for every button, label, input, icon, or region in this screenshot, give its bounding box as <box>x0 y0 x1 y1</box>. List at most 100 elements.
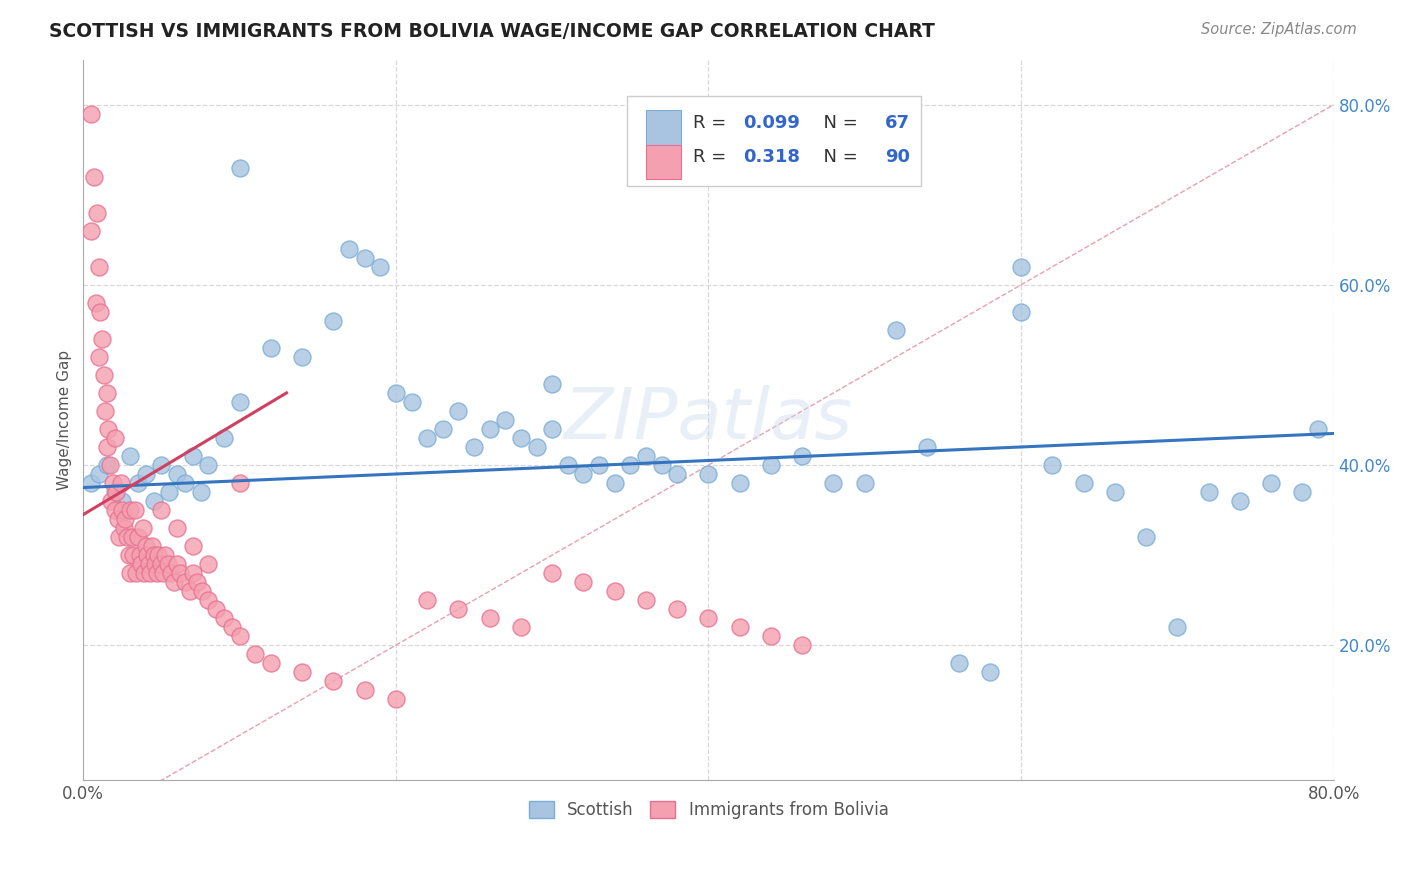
Point <box>186 575 208 590</box>
Point <box>478 422 501 436</box>
Point <box>291 350 314 364</box>
Point <box>792 449 814 463</box>
Point <box>80 224 103 238</box>
Point <box>145 566 167 580</box>
Point <box>97 422 120 436</box>
FancyBboxPatch shape <box>627 95 921 186</box>
Bar <box>645 110 681 145</box>
Point <box>166 557 188 571</box>
Point <box>432 422 454 436</box>
Point <box>447 404 470 418</box>
Point <box>353 683 375 698</box>
Text: R =: R = <box>693 113 733 132</box>
Point <box>322 314 344 328</box>
Point <box>120 503 142 517</box>
Point <box>94 404 117 418</box>
Point <box>143 557 166 571</box>
Point <box>169 566 191 580</box>
Point <box>541 422 564 436</box>
Point <box>541 376 564 391</box>
Point <box>245 647 267 661</box>
Point <box>509 620 531 634</box>
Point <box>541 566 564 580</box>
Point <box>103 485 125 500</box>
Point <box>447 602 470 616</box>
Point <box>416 431 439 445</box>
Point <box>80 106 103 120</box>
Point <box>127 475 149 490</box>
Point <box>634 593 657 607</box>
Point <box>181 449 204 463</box>
Point <box>603 584 626 599</box>
Point <box>128 548 150 562</box>
Point <box>197 593 219 607</box>
Point <box>212 431 235 445</box>
Point <box>142 494 165 508</box>
Point <box>697 611 720 625</box>
Point <box>87 350 110 364</box>
Point <box>80 475 103 490</box>
Point <box>228 475 250 490</box>
Point <box>84 296 107 310</box>
Point <box>117 548 139 562</box>
Point <box>260 656 283 670</box>
Point <box>148 548 170 562</box>
Text: R =: R = <box>693 148 738 166</box>
Point <box>1010 305 1032 319</box>
Text: N =: N = <box>813 148 863 166</box>
Point <box>129 557 152 571</box>
Point <box>111 503 134 517</box>
Bar <box>645 145 681 179</box>
Y-axis label: Wage/Income Gap: Wage/Income Gap <box>58 350 72 490</box>
Point <box>884 323 907 337</box>
Legend: Scottish, Immigrants from Bolivia: Scottish, Immigrants from Bolivia <box>522 795 896 826</box>
Point <box>1073 475 1095 490</box>
Point <box>463 440 485 454</box>
Point <box>197 458 219 472</box>
Point <box>131 521 153 535</box>
Point <box>197 557 219 571</box>
Point <box>416 593 439 607</box>
Point <box>228 161 250 175</box>
Point <box>181 566 204 580</box>
Point <box>110 475 132 490</box>
Text: SCOTTISH VS IMMIGRANTS FROM BOLIVIA WAGE/INCOME GAP CORRELATION CHART: SCOTTISH VS IMMIGRANTS FROM BOLIVIA WAGE… <box>49 22 935 41</box>
Point <box>86 206 108 220</box>
Point <box>228 395 250 409</box>
Point <box>134 566 156 580</box>
Point <box>111 494 134 508</box>
Point <box>89 305 111 319</box>
Point <box>96 458 118 472</box>
Point <box>385 385 408 400</box>
Point <box>139 566 162 580</box>
Point <box>103 431 125 445</box>
Point <box>122 548 145 562</box>
Point <box>112 521 135 535</box>
Point <box>157 485 180 500</box>
Point <box>98 458 121 472</box>
Point <box>135 467 157 481</box>
Point <box>205 602 228 616</box>
Point <box>141 539 163 553</box>
Point <box>260 341 283 355</box>
Point <box>572 575 595 590</box>
Point <box>83 169 105 184</box>
Point <box>173 575 195 590</box>
Point <box>1306 422 1329 436</box>
Point <box>120 566 142 580</box>
Point <box>114 512 136 526</box>
Text: N =: N = <box>813 113 863 132</box>
Point <box>108 530 131 544</box>
Point <box>588 458 610 472</box>
Point <box>93 368 115 382</box>
Point <box>759 629 782 643</box>
Text: 0.099: 0.099 <box>744 113 800 132</box>
Point <box>87 260 110 274</box>
Point <box>478 611 501 625</box>
Point <box>728 475 751 490</box>
Point <box>190 485 212 500</box>
Point <box>1166 620 1188 634</box>
Point <box>150 557 173 571</box>
Point <box>105 485 128 500</box>
Point <box>121 530 143 544</box>
